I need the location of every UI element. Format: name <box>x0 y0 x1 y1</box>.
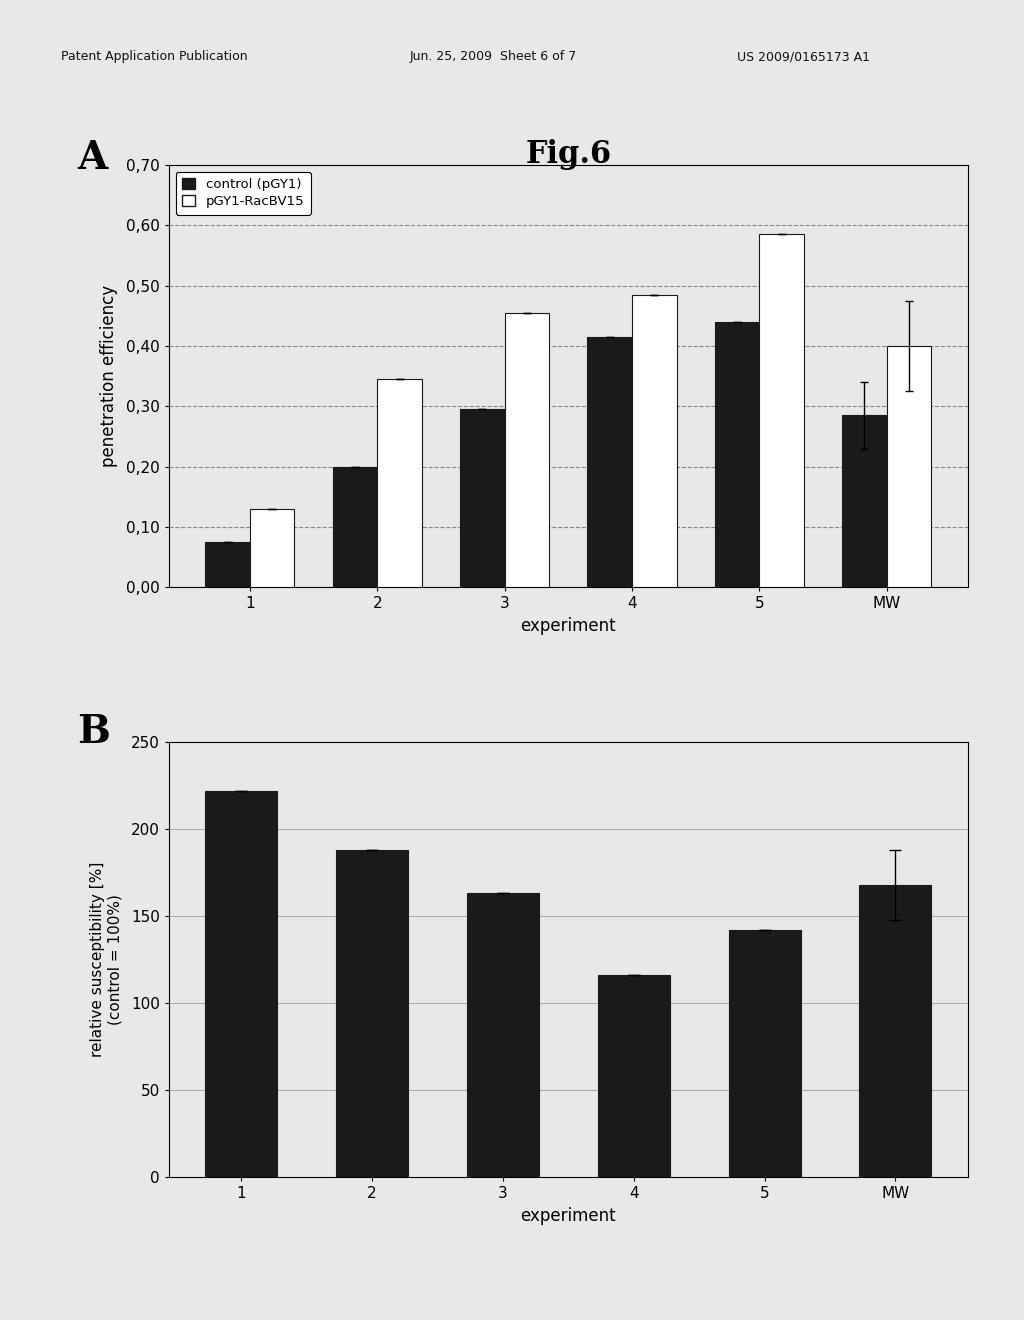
Bar <box>250 510 295 587</box>
Text: Patent Application Publication: Patent Application Publication <box>61 50 248 63</box>
Bar <box>715 322 760 587</box>
X-axis label: experiment: experiment <box>520 616 616 635</box>
Bar <box>887 346 932 587</box>
Bar <box>467 894 539 1177</box>
Bar <box>632 294 677 587</box>
Bar <box>598 975 670 1177</box>
Bar <box>336 850 408 1177</box>
Bar <box>505 313 549 587</box>
Bar <box>760 235 804 587</box>
X-axis label: experiment: experiment <box>520 1206 616 1225</box>
Text: Fig.6: Fig.6 <box>525 139 611 169</box>
Bar <box>333 467 377 587</box>
Bar <box>205 791 278 1177</box>
Text: B: B <box>77 713 110 751</box>
Bar <box>842 416 887 587</box>
Text: A: A <box>77 139 108 177</box>
Bar <box>460 409 505 587</box>
Legend: control (pGY1), pGY1-RacBV15: control (pGY1), pGY1-RacBV15 <box>175 172 311 215</box>
Bar <box>859 884 932 1177</box>
Bar <box>205 543 250 587</box>
Bar <box>729 931 801 1177</box>
Bar <box>588 337 632 587</box>
Bar <box>377 379 422 587</box>
Text: Jun. 25, 2009  Sheet 6 of 7: Jun. 25, 2009 Sheet 6 of 7 <box>410 50 577 63</box>
Y-axis label: relative susceptibility [%]
(control = 100%): relative susceptibility [%] (control = 1… <box>90 862 123 1057</box>
Text: US 2009/0165173 A1: US 2009/0165173 A1 <box>737 50 870 63</box>
Y-axis label: penetration efficiency: penetration efficiency <box>99 285 118 467</box>
